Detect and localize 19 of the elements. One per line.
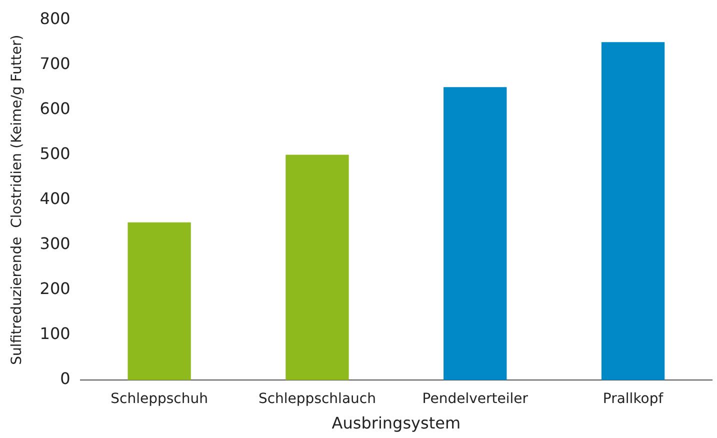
x-axis-title: Ausbringsystem [332, 414, 461, 433]
x-tick-label: Schleppschlauch [258, 391, 376, 408]
bar [128, 222, 191, 380]
x-tick-label: Prallkopf [602, 391, 664, 408]
y-axis-title: Sulfitreduzierende Clostridien (Keime/g Futter) [9, 34, 26, 365]
y-tick-label: 800 [40, 8, 70, 28]
bar [444, 87, 507, 380]
y-tick-label: 0 [60, 369, 70, 388]
y-tick-label: 100 [40, 324, 70, 344]
y-tick-label: 200 [40, 279, 70, 298]
y-tick-label: 400 [40, 188, 70, 208]
y-tick-label: 500 [40, 144, 70, 163]
y-tick-label: 300 [40, 234, 70, 254]
x-tick-label: Schleppschuh [110, 391, 208, 408]
bar [601, 42, 665, 380]
y-tick-label: 700 [40, 54, 70, 73]
y-tick-label: 600 [40, 98, 70, 118]
x-tick-label: Pendelverteiler [422, 391, 528, 408]
bar [286, 154, 349, 380]
